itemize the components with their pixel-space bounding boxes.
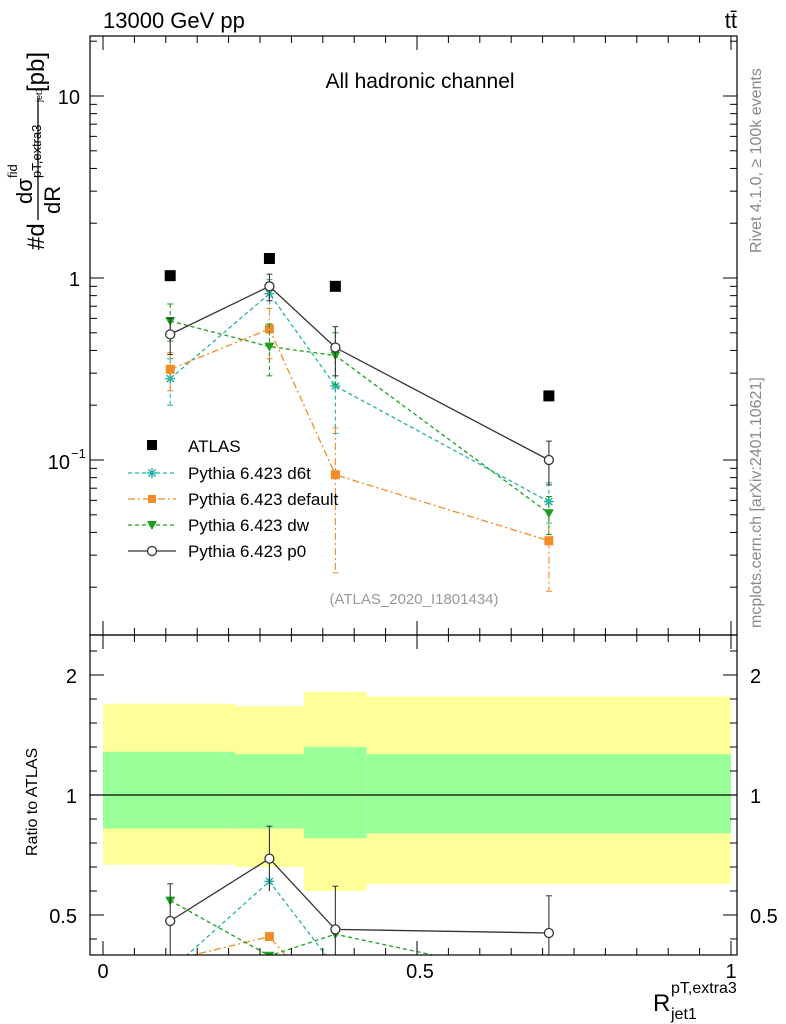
- legend-marker-atlas: [147, 440, 157, 450]
- ytick-label-0.1-base: 10: [48, 452, 70, 474]
- data-point-atlas: [263, 252, 275, 264]
- data-point-pythia-6-423-p0: [165, 329, 176, 340]
- legend-marker-default: [148, 495, 156, 503]
- ylabel-numerator: dσ: [12, 178, 37, 204]
- ratio-point-pythia-6-423-d6t: [544, 968, 554, 978]
- main-title: All hadronic channel: [325, 70, 514, 93]
- ratio-point-pythia-6-423-p0: [543, 927, 555, 939]
- ratio-ytick-1-right: 1: [750, 786, 761, 808]
- data-point-pythia-6-423-p0: [330, 342, 341, 353]
- ratio-point-pythia-6-423-default: [264, 932, 274, 942]
- ratio-ytick-0.5-right: 0.5: [750, 906, 778, 928]
- data-point-pythia-6-423-dw: [543, 509, 554, 519]
- ratio-ylabel: Ratio to ATLAS: [24, 748, 41, 856]
- analysis-id: (ATLAS_2020_I1801434): [329, 591, 498, 608]
- ratio-point-pythia-6-423-default: [331, 1008, 340, 1017]
- data-point-pythia-6-423-p0: [264, 281, 275, 292]
- xlabel-main: R: [653, 990, 670, 1017]
- ratio-point-pythia-6-423-p0: [264, 853, 275, 864]
- ratio-point-pythia-6-423-d6t: [165, 965, 175, 975]
- series-line-pythia-6-423-dw: [170, 320, 550, 514]
- ratio-point-pythia-6-423-default: [166, 956, 175, 965]
- ratio-point-pythia-6-423-dw: [264, 951, 275, 955]
- ytick-label-0.1-exponent: −1: [71, 446, 86, 461]
- data-point-pythia-6-423-p0: [543, 454, 555, 466]
- ylabel-sub2: jet1: [34, 87, 44, 103]
- data-point-atlas: [164, 270, 176, 282]
- ratio-bands: [103, 691, 731, 891]
- ylabel-denominator: dR: [40, 186, 65, 214]
- ratio-line-pythia-6-423-p0: [169, 857, 549, 934]
- legend-label-atlas: ATLAS: [188, 437, 241, 456]
- ylabel-units: [pb]: [23, 52, 50, 92]
- ratio-series-layer: [165, 825, 555, 1017]
- ylabel-prefix: #d: [23, 223, 50, 250]
- ytick-label-1: 1: [69, 269, 80, 291]
- ratio-point-pythia-6-423-dw: [544, 976, 554, 985]
- ratio-ytick-2: 2: [66, 666, 77, 688]
- main-plot: All hadronic channel (ATLAS_2020_I180143…: [5, 35, 738, 636]
- xtick-1: 1: [725, 961, 736, 983]
- ratio-point-pythia-6-423-p0: [165, 915, 176, 927]
- data-point-pythia-6-423-default: [165, 364, 175, 374]
- rivet-note: Rivet 4.1.0, ≥ 100k events: [748, 68, 765, 253]
- header-energy-label: 13000 GeV pp: [103, 8, 245, 33]
- mcplots-note: mcplots.cern.ch [arXiv:2401.10621]: [748, 377, 765, 628]
- x-ticks: [102, 635, 732, 955]
- legend-label-default: Pythia 6.423 default: [188, 490, 339, 509]
- ratio-line-pythia-6-423-dw: [169, 900, 436, 955]
- ratio-point-pythia-6-423-default: [544, 992, 553, 1001]
- ytick-label-0.1: 10: [48, 452, 70, 474]
- series-line-pythia-6-423-p0: [169, 285, 550, 461]
- ylabel-sup: fid: [5, 164, 20, 178]
- data-point-pythia-6-423-default: [544, 536, 554, 546]
- ratio-point-pythia-6-423-d6t: [330, 963, 340, 973]
- xtick-0: 0: [97, 961, 108, 983]
- legend-marker-p0: [146, 545, 158, 557]
- legend-marker-d6t: [147, 468, 157, 478]
- xlabel-sup: pT,extra3: [671, 980, 737, 997]
- stat-uncertainty-band: [234, 754, 304, 829]
- main-ylabel: #d dσ fid pT,extra3 jet1 dR [pb]: [5, 52, 65, 250]
- data-point-pythia-6-423-default: [264, 324, 274, 334]
- ylabel-sub: pT,extra3: [29, 125, 44, 178]
- series-line-pythia-6-423-d6t: [169, 292, 550, 503]
- legend-label-p0: Pythia 6.423 p0: [188, 542, 306, 561]
- ratio-line-pythia-6-423-default: [190, 935, 287, 955]
- ytick-label-10: 10: [58, 87, 80, 109]
- data-point-atlas: [329, 280, 341, 292]
- xtick-0.5: 0.5: [406, 961, 434, 983]
- ratio-ytick-0.5: 0.5: [49, 906, 77, 928]
- legend-label-d6t: Pythia 6.423 d6t: [188, 464, 311, 483]
- stat-uncertainty-band: [303, 747, 367, 839]
- main-series-layer: [164, 252, 555, 592]
- header-process-label: tt̄: [725, 8, 737, 33]
- stat-uncertainty-band: [103, 751, 235, 829]
- ratio-line-pythia-6-423-d6t: [186, 880, 327, 955]
- xlabel-sub: jet1: [670, 1006, 697, 1023]
- ratio-point-pythia-6-423-p0: [330, 924, 341, 935]
- stat-uncertainty-band: [366, 754, 731, 834]
- ratio-plot: 2 1 0.5 2 1 0.5 Ratio to ATLAS 0 0.5 1 R…: [24, 634, 778, 1023]
- legend: ATLAS Pythia 6.423 d6t Pythia 6.423 defa…: [128, 437, 339, 561]
- legend-marker-dw: [147, 521, 157, 530]
- ratio-ytick-2-right: 2: [750, 666, 761, 688]
- ratio-y-ticks: [90, 650, 737, 940]
- series-line-pythia-6-423-default: [169, 328, 550, 542]
- data-point-pythia-6-423-dw: [264, 342, 275, 352]
- data-point-atlas: [543, 390, 555, 402]
- data-point-pythia-6-423-default: [330, 470, 340, 480]
- ratio-ytick-1: 1: [66, 786, 77, 808]
- legend-label-dw: Pythia 6.423 dw: [188, 516, 310, 535]
- main-y-ticks: [90, 36, 737, 635]
